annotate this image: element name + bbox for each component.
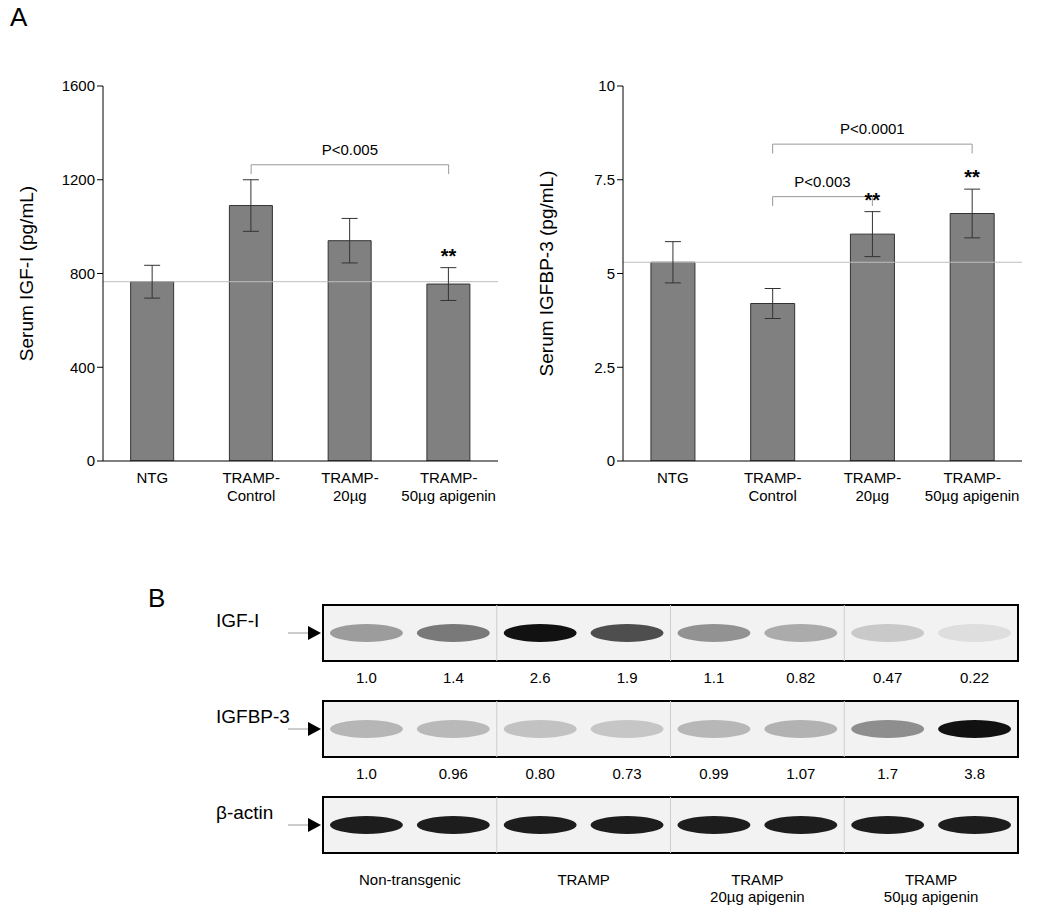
svg-text:**: ** bbox=[441, 245, 457, 267]
svg-text:0.73: 0.73 bbox=[612, 765, 641, 782]
svg-text:TRAMP-20µg: TRAMP-20µg bbox=[844, 469, 902, 504]
svg-text:2.6: 2.6 bbox=[530, 669, 551, 686]
svg-text:5: 5 bbox=[607, 265, 615, 282]
svg-text:800: 800 bbox=[70, 265, 95, 282]
svg-text:P<0.0001: P<0.0001 bbox=[840, 120, 905, 137]
svg-text:TRAMP-Control: TRAMP-Control bbox=[222, 469, 280, 504]
svg-text:1.1: 1.1 bbox=[704, 669, 725, 686]
html-text:A: A bbox=[10, 2, 28, 32]
svg-text:NTG: NTG bbox=[137, 469, 169, 486]
svg-text:IGF-I: IGF-I bbox=[216, 610, 259, 631]
svg-text:400: 400 bbox=[70, 359, 95, 376]
svg-text:1200: 1200 bbox=[62, 171, 95, 188]
svg-text:TRAMP50µg apigenin: TRAMP50µg apigenin bbox=[884, 871, 979, 905]
svg-text:0.96: 0.96 bbox=[439, 765, 468, 782]
svg-text:**: ** bbox=[964, 166, 980, 188]
svg-text:TRAMP-Control: TRAMP-Control bbox=[744, 469, 802, 504]
svg-text:1600: 1600 bbox=[62, 77, 95, 94]
svg-text:Serum IGFBP-3 (pg/mL): Serum IGFBP-3 (pg/mL) bbox=[536, 171, 557, 377]
svg-text:P<0.003: P<0.003 bbox=[794, 173, 850, 190]
svg-text:1.4: 1.4 bbox=[443, 669, 464, 686]
svg-text:0.22: 0.22 bbox=[960, 669, 989, 686]
html-text:B: B bbox=[148, 583, 166, 613]
svg-text:TRAMP-20µg: TRAMP-20µg bbox=[321, 469, 379, 504]
svg-text:1.0: 1.0 bbox=[356, 765, 377, 782]
svg-text:0.47: 0.47 bbox=[873, 669, 902, 686]
svg-text:3.8: 3.8 bbox=[964, 765, 985, 782]
svg-text:Serum IGF-I (pg/mL): Serum IGF-I (pg/mL) bbox=[16, 186, 37, 361]
svg-text:0.80: 0.80 bbox=[526, 765, 555, 782]
svg-text:0: 0 bbox=[607, 452, 615, 469]
svg-text:1.9: 1.9 bbox=[617, 669, 638, 686]
svg-text:1.07: 1.07 bbox=[786, 765, 815, 782]
svg-text:Non-transgenic: Non-transgenic bbox=[359, 871, 461, 888]
svg-text:IGFBP-3: IGFBP-3 bbox=[216, 706, 290, 727]
svg-text:1.0: 1.0 bbox=[356, 669, 377, 686]
svg-text:NTG: NTG bbox=[657, 469, 689, 486]
svg-text:2.5: 2.5 bbox=[594, 359, 615, 376]
svg-text:TRAMP: TRAMP bbox=[557, 871, 610, 888]
svg-text:TRAMP-50µg apigenin: TRAMP-50µg apigenin bbox=[925, 469, 1020, 504]
svg-text:1.7: 1.7 bbox=[877, 765, 898, 782]
svg-text:**: ** bbox=[865, 189, 881, 211]
svg-text:0.82: 0.82 bbox=[786, 669, 815, 686]
svg-text:P<0.005: P<0.005 bbox=[322, 141, 378, 158]
svg-text:0.99: 0.99 bbox=[699, 765, 728, 782]
svg-text:10: 10 bbox=[598, 77, 615, 94]
svg-text:TRAMP20µg apigenin: TRAMP20µg apigenin bbox=[710, 871, 805, 905]
svg-text:0: 0 bbox=[87, 452, 95, 469]
svg-text:TRAMP-50µg apigenin: TRAMP-50µg apigenin bbox=[401, 469, 496, 504]
svg-text:β-actin: β-actin bbox=[216, 802, 273, 823]
svg-text:7.5: 7.5 bbox=[594, 171, 615, 188]
